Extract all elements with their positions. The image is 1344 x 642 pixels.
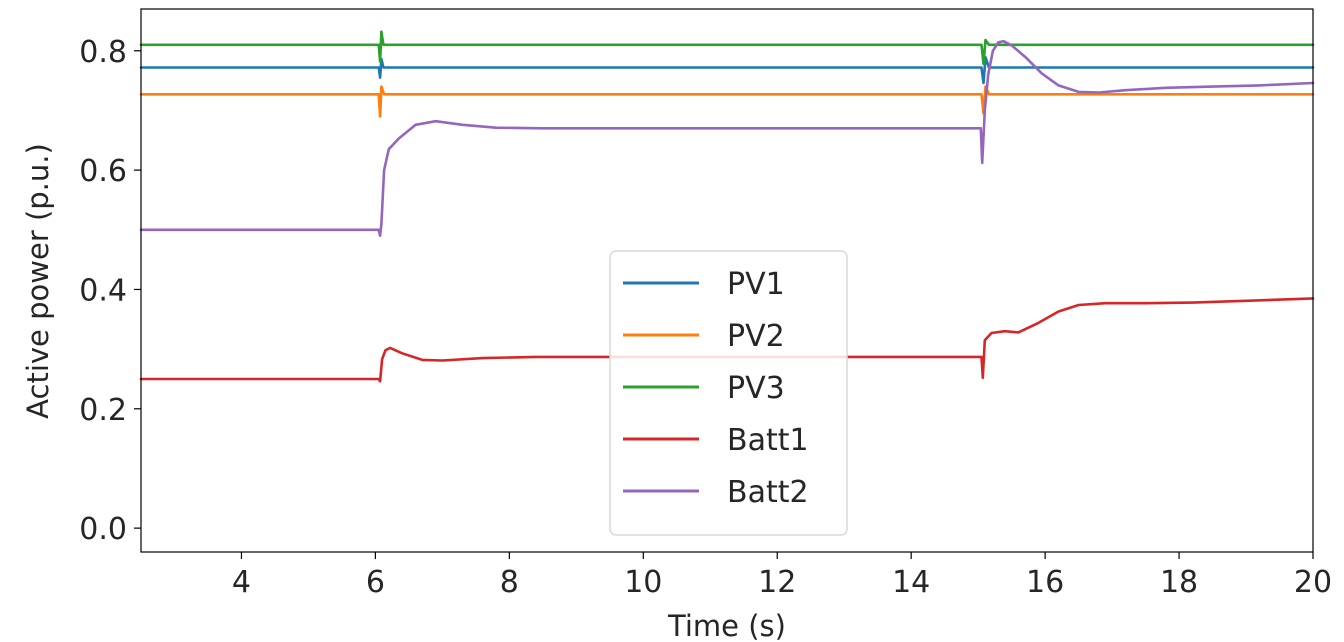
x-axis: 4 6 8 10 12 14 16 18 20 bbox=[232, 552, 1332, 600]
x-tick-label: 10 bbox=[624, 565, 662, 600]
y-tick-label: 0.6 bbox=[79, 154, 127, 189]
y-tick-label: 0.2 bbox=[79, 393, 127, 428]
x-tick-label: 16 bbox=[1026, 565, 1064, 600]
y-tick-label: 0.4 bbox=[79, 273, 127, 308]
y-tick-label: 0.8 bbox=[79, 35, 127, 70]
y-axis: 0.0 0.2 0.4 0.6 0.8 bbox=[79, 35, 141, 547]
x-tick-label: 8 bbox=[500, 565, 519, 600]
series-line-batt2 bbox=[139, 39, 1315, 237]
x-tick-label: 14 bbox=[892, 565, 930, 600]
series-layer bbox=[139, 30, 1315, 383]
legend-label-pv2: PV2 bbox=[727, 319, 785, 354]
legend-label-pv1: PV1 bbox=[727, 267, 785, 302]
y-axis-label: Active power (p.u.) bbox=[21, 143, 55, 419]
plot-frame bbox=[140, 8, 1314, 553]
series-line-pv3 bbox=[139, 30, 1315, 66]
legend: PV1 PV2 PV3 Batt1 Batt2 bbox=[609, 250, 848, 536]
x-tick-label: 12 bbox=[758, 565, 796, 600]
x-tick-label: 6 bbox=[366, 565, 385, 600]
y-tick-label: 0.0 bbox=[79, 512, 127, 547]
legend-box bbox=[609, 250, 848, 536]
x-tick-label: 4 bbox=[232, 565, 251, 600]
series-line-pv2 bbox=[139, 85, 1315, 118]
series-line-batt1 bbox=[139, 297, 1315, 383]
legend-label-pv3: PV3 bbox=[727, 371, 785, 406]
x-tick-label: 18 bbox=[1160, 565, 1198, 600]
x-tick-label: 20 bbox=[1294, 565, 1332, 600]
x-axis-label: Time (s) bbox=[667, 609, 786, 642]
series-line-pv1 bbox=[139, 56, 1315, 85]
legend-label-batt2: Batt2 bbox=[727, 475, 809, 510]
legend-label-batt1: Batt1 bbox=[727, 423, 809, 458]
